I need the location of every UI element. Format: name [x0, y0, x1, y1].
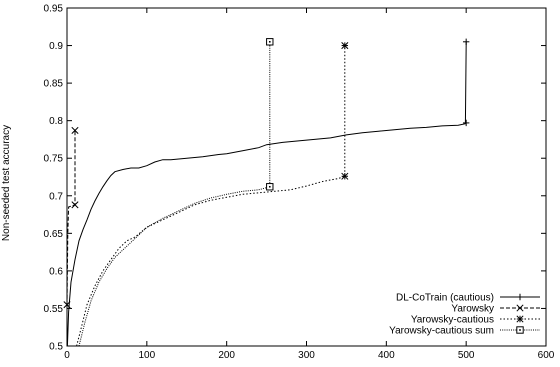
y-tick-label: 0.95 [44, 4, 64, 15]
marker-stroke [516, 315, 524, 323]
x-tick-label: 300 [298, 350, 315, 361]
x-tick-label: 0 [64, 350, 70, 361]
series-layer [63, 38, 470, 347]
series-2 [63, 126, 79, 309]
y-axis-label: Non-seeded test accuracy [1, 125, 12, 241]
legend-label: Yarowsky [451, 304, 494, 315]
series-line [66, 41, 467, 347]
series-4 [78, 38, 274, 347]
y-tick-label: 0.7 [49, 191, 63, 202]
series-line [76, 45, 346, 347]
legend-label: Yarowsky-cautious [411, 315, 494, 326]
legend-marker [516, 304, 524, 312]
x-tick-label: 400 [378, 350, 395, 361]
x-tick-label: 600 [538, 350, 555, 361]
y-tick-label: 0.8 [49, 116, 63, 127]
marker-stroke [341, 42, 349, 50]
y-tick-label: 0.55 [44, 304, 64, 315]
data-point [462, 38, 470, 45]
data-point [71, 201, 79, 209]
y-tick-label: 0.5 [49, 342, 63, 353]
data-point [63, 301, 71, 309]
series-line [78, 41, 271, 347]
data-point [341, 172, 349, 180]
legend-marker [516, 326, 524, 334]
y-tick-label: 0.9 [49, 41, 63, 52]
legend-label: Yarowsky-cautious sum [389, 326, 494, 337]
marker-dot [268, 185, 271, 188]
series-3 [76, 42, 349, 347]
legend-marker [516, 315, 524, 323]
data-point [266, 38, 274, 46]
y-tick-label: 0.65 [44, 229, 64, 240]
axes: 0 100 200 300 400 500 600 0.5 0.55 0.6 0.65 0.7 0.75… [44, 4, 555, 362]
marker-stroke [63, 301, 71, 309]
marker-dot [519, 329, 521, 331]
marker-stroke [516, 304, 524, 312]
marker-stroke [71, 201, 79, 209]
x-tick-label: 500 [458, 350, 475, 361]
series-line [66, 130, 76, 305]
marker-stroke [71, 126, 79, 134]
legend: DL-CoTrain (cautious)YarowskyYarowsky-ca… [389, 293, 540, 337]
legend-marker [516, 293, 524, 301]
series-1 [66, 38, 470, 347]
data-point [71, 126, 79, 134]
legend-label: DL-CoTrain (cautious) [396, 293, 494, 304]
y-tick-label: 0.75 [44, 154, 64, 165]
x-tick-label: 100 [138, 350, 155, 361]
y-tick-label: 0.6 [49, 266, 63, 277]
marker-dot [268, 41, 271, 43]
data-point [462, 119, 470, 127]
data-point [266, 183, 274, 191]
data-point [341, 42, 349, 50]
y-tick-label: 0.85 [44, 79, 64, 90]
marker-stroke [341, 172, 349, 180]
x-tick-label: 200 [218, 350, 235, 361]
